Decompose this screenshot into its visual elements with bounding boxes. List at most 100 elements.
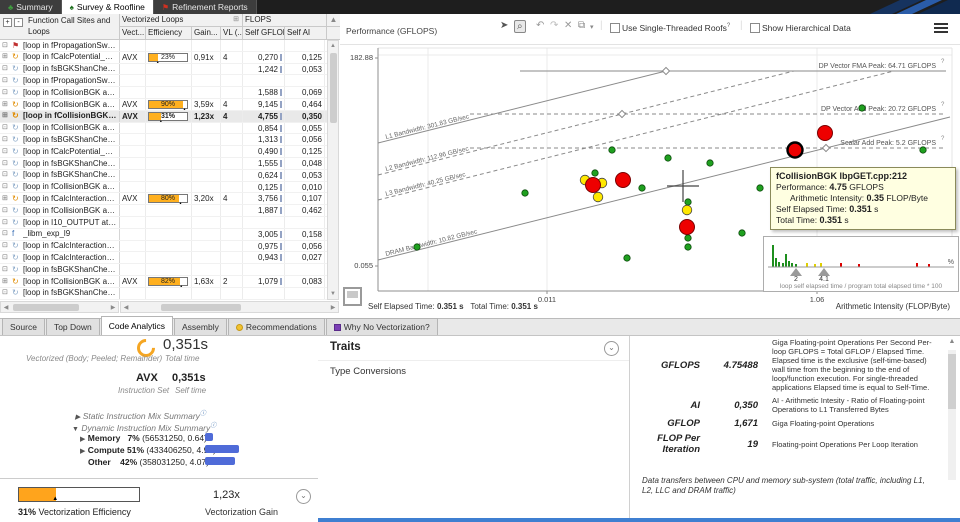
scroll-down-arrow[interactable]: ▼ — [330, 291, 336, 297]
data-point[interactable] — [738, 229, 746, 237]
table-row[interactable]: ⊞ ↻ [loop in fCollisionBGK at lbpB ...AVX8… — [0, 275, 327, 288]
expand-icon[interactable]: ⊞ — [2, 112, 8, 120]
data-point[interactable] — [684, 234, 692, 242]
expand-icon[interactable]: ⊡ — [2, 88, 8, 96]
table-row[interactable]: ⊡ ↻ [loop in fCalcPotential_ShanC ... 0,490… — [0, 146, 327, 158]
mix-row-other[interactable]: Other 42% (358031250, 4.07) — [88, 457, 209, 467]
chart-menu-icon[interactable] — [934, 23, 948, 33]
expand-icon[interactable]: ⊡ — [2, 183, 8, 191]
zoom-tool-icon[interactable]: ⌕ — [514, 20, 526, 33]
expand-icon[interactable]: ⊡ — [2, 65, 8, 73]
scrollbar-thumb[interactable] — [948, 354, 956, 409]
collapse-section-icon[interactable]: ⌄ — [296, 489, 311, 504]
data-point[interactable] — [684, 243, 692, 251]
table-row[interactable]: ⊞ ↻ [loop in fCalcInteraction_Sha ...AVX80… — [0, 193, 327, 206]
table-row[interactable]: ⊡ ↻ [loop in fCollisionBGK at lbpB ... 1,58… — [0, 87, 327, 99]
redo-icon[interactable]: ↷ — [550, 20, 559, 31]
expand-icon[interactable]: ⊡ — [2, 147, 8, 155]
data-point[interactable] — [919, 146, 927, 154]
grid-hscrollbar-left[interactable]: ◀ ▶ — [0, 301, 119, 313]
help-icon[interactable]: ? — [726, 23, 731, 30]
single-threaded-roofs-checkbox[interactable] — [610, 23, 620, 33]
column-header-self-ai[interactable]: Self AI — [285, 27, 327, 39]
table-row[interactable]: ⊞↻[loop in fCollisionBGK at lbpS ...AVX9… — [0, 98, 327, 111]
expand-icon[interactable]: ⊡ — [2, 265, 8, 273]
table-row[interactable]: ⊡ ↻ [loop in fPropagationSwap at ... — [0, 75, 327, 88]
scroll-up-arrow[interactable]: ▲ — [948, 338, 956, 345]
table-row[interactable]: ⊞ ↻ [loop in fCollisionBGK at lbp ...AVX31… — [0, 110, 327, 123]
histogram-slider-left[interactable] — [790, 268, 802, 276]
expand-icon[interactable]: ⊡ — [2, 230, 8, 238]
table-row[interactable]: ⊡ ↻ [loop in fCollisionBGK at lbpB ... 0,12… — [0, 181, 327, 194]
dynamic-mix-summary[interactable]: ▼ Dynamic Instruction Mix Summaryⓘ — [72, 422, 217, 433]
tab-source[interactable]: Source — [2, 318, 45, 335]
data-point[interactable] — [591, 169, 599, 177]
data-point[interactable] — [638, 184, 646, 192]
table-row[interactable]: ⊞ ↻ [loop in fCalcPotential_ShanC ...AVX23… — [0, 51, 327, 64]
table-row[interactable]: ⊡ ↻ [loop in fCollisionBGK at lbpB ... 0,85… — [0, 122, 327, 135]
expand-icon[interactable]: ⊞ — [2, 195, 8, 203]
tab-recommendations[interactable]: Recommendations — [227, 318, 325, 335]
expand-icon[interactable]: ⊡ — [2, 136, 8, 144]
table-row[interactable]: ⊡ f _libm_exp_l9 3,005 0,158 — [0, 228, 327, 241]
scrollbar-thumb[interactable] — [13, 304, 79, 311]
expand-icon[interactable]: ⊡ — [2, 159, 8, 167]
clear-zoom-icon[interactable]: ✕ — [564, 20, 573, 31]
table-row[interactable]: ⊡ ↻ [loop in fsBGKShanChen at lb ... 1,5550… — [0, 157, 327, 170]
data-point[interactable] — [858, 104, 866, 112]
mix-row-compute[interactable]: ▶ Compute 51% (433406250, 4.93) — [80, 445, 216, 455]
table-row[interactable]: ⊡ ↻ [loop in fsBGKShanChen at lb ... — [0, 287, 327, 300]
column-header-efficiency[interactable]: Efficiency — [146, 27, 192, 39]
collapse-all-button[interactable]: - — [14, 18, 23, 27]
table-row[interactable]: ⊡ ↻ [loop in fsBGKShanChen at lb ... 1,3130… — [0, 134, 327, 147]
histogram-slider-right[interactable] — [818, 268, 830, 276]
customize-columns-icon[interactable]: ⊞ — [233, 16, 239, 23]
tab-assembly[interactable]: Assembly — [173, 318, 227, 335]
static-mix-summary[interactable]: ▶ Static Instruction Mix Summaryⓘ — [75, 410, 206, 421]
roofline-config-button[interactable] — [343, 287, 362, 306]
expand-icon[interactable]: ⊡ — [2, 206, 8, 214]
expand-icon[interactable]: ⊡ — [2, 41, 8, 49]
grid-hscrollbar-right[interactable]: ◀ ▶ — [120, 301, 339, 313]
data-point[interactable] — [615, 172, 631, 188]
data-point[interactable] — [817, 125, 833, 141]
undo-icon[interactable]: ↶ — [536, 20, 545, 31]
column-header-function[interactable]: Function Call Sites and Loops — [28, 16, 111, 36]
expand-all-button[interactable]: + — [3, 18, 12, 27]
column-header-gain[interactable]: Gain... — [192, 27, 221, 39]
expand-icon[interactable]: ⊞ — [2, 277, 8, 285]
expand-icon[interactable]: ⊡ — [2, 254, 8, 261]
grid-scroll-up-arrow[interactable]: ▲ — [327, 14, 340, 26]
scrollbar-thumb[interactable] — [330, 53, 337, 123]
expand-icon[interactable]: ⊡ — [2, 77, 8, 85]
tab-summary[interactable]: ♣ Summary — [0, 0, 62, 14]
table-row[interactable]: ⊡ ↻ [loop in I10_OUTPUT at x10fo ... — [0, 216, 327, 229]
scroll-left-arrow[interactable]: ◀ — [3, 305, 9, 311]
mix-row-memory[interactable]: ▶ Memory 7% (56531250, 0.64) — [80, 433, 207, 443]
expand-icon[interactable]: ⊡ — [2, 242, 8, 250]
expand-icon[interactable]: ⊡ — [2, 124, 8, 132]
column-header-self-gflops[interactable]: Self GFLOPS — [243, 27, 285, 39]
data-point[interactable] — [684, 198, 692, 206]
expand-icon[interactable]: ⊡ — [2, 218, 8, 226]
scroll-left-arrow[interactable]: ◀ — [123, 305, 129, 311]
tab-survey-roofline[interactable]: ♠ Survey & Roofline — [61, 0, 154, 14]
scroll-up-arrow[interactable]: ▲ — [330, 43, 336, 49]
tab-why-no-vectorization[interactable]: Why No Vectorization? — [325, 318, 438, 335]
data-point[interactable] — [756, 184, 764, 192]
data-point[interactable] — [623, 254, 631, 262]
data-point[interactable] — [786, 141, 804, 159]
table-row[interactable]: ⊡ ↻ [loop in fsBGKShanChen at lb ... 1,2420… — [0, 63, 327, 76]
tab-top-down[interactable]: Top Down — [45, 318, 100, 335]
select-cursor-icon[interactable]: ➤ — [500, 20, 509, 31]
data-point[interactable] — [592, 191, 604, 203]
scrollbar-thumb[interactable] — [161, 304, 241, 311]
table-row[interactable]: ⊡ ↻ [loop in fCalcInteraction_Sha ... 0,943… — [0, 252, 327, 265]
column-group-vectorized-loops[interactable]: Vectorized Loops ⊞ — [120, 14, 243, 26]
expand-icon[interactable]: ⊞ — [2, 53, 8, 61]
data-point[interactable] — [681, 204, 693, 216]
data-point[interactable] — [413, 243, 421, 251]
grid-vertical-scrollbar[interactable]: ▲ ▼ — [327, 40, 339, 300]
collapse-traits-icon[interactable]: ⌄ — [604, 341, 619, 356]
scroll-right-arrow[interactable]: ▶ — [110, 305, 116, 311]
